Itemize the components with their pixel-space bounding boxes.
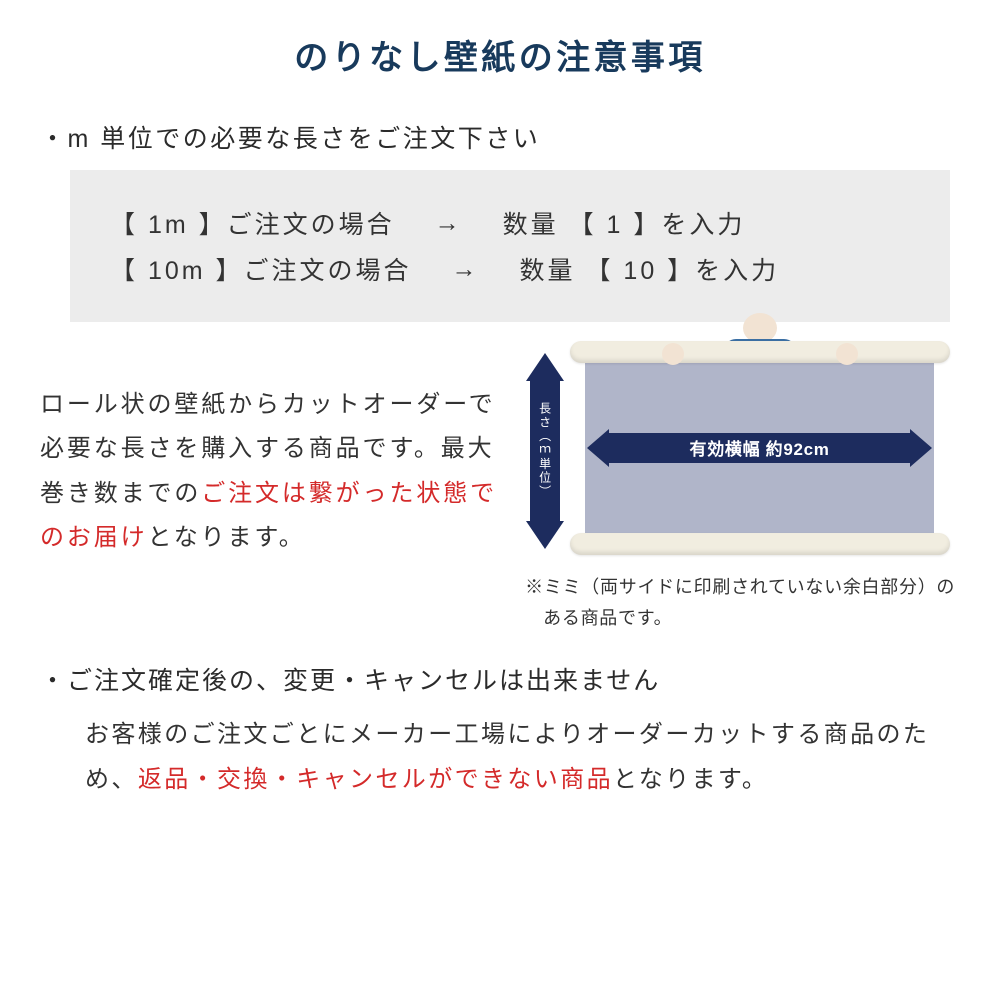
example-1-left: 【 1m 】ご注文の場合 [110, 205, 395, 241]
no-return-text: お客様のご注文ごとにメーカー工場によりオーダーカットする商品のため、返品・交換・… [40, 713, 960, 802]
example-1-right: 数量 【 1 】を入力 [503, 205, 746, 241]
length-arrow-icon: 長さ（ｍ単位） [526, 343, 564, 558]
body-red: 返品・交換・キャンセルができない商品 [138, 766, 613, 793]
bullet-no-cancel: ・ご注文確定後の、変更・キャンセルは出来ません [40, 661, 960, 697]
cut-order-description: ロール状の壁紙からカットオーダーで必要な長さを購入する商品です。最大巻き数までの… [40, 337, 507, 561]
example-2-right: 数量 【 10 】を入力 [520, 251, 780, 287]
diagram-holder: 長さ（ｍ単位） 有効横幅 約92cm [526, 337, 950, 558]
mimi-note: ※ミミ（両サイドに印刷されていない余白部分）のある商品です。 [515, 572, 960, 633]
wallpaper-sheet: 有効横幅 約92cm [585, 363, 935, 533]
desc-part2: となります。 [148, 524, 306, 551]
body-part2: となります。 [613, 766, 768, 793]
bullet-order-unit: ・m 単位での必要な長さをご注文下さい [40, 119, 960, 155]
wallpaper-illustration: 有効横幅 約92cm [570, 341, 950, 555]
width-arrow-icon: 有効横幅 約92cm [609, 433, 910, 463]
width-label: 有効横幅 約92cm [690, 435, 830, 460]
hand-left-icon [662, 343, 684, 365]
example-row-1: 【 1m 】ご注文の場合 → 数量 【 1 】を入力 [110, 205, 910, 241]
example-row-2: 【 10m 】ご注文の場合 → 数量 【 10 】を入力 [110, 251, 910, 287]
arrow-icon: → [452, 255, 480, 284]
length-label: 長さ（ｍ単位） [539, 402, 551, 499]
example-2-left: 【 10m 】ご注文の場合 [110, 251, 412, 287]
roll-bottom-icon [570, 533, 950, 555]
hand-right-icon [836, 343, 858, 365]
arrow-icon: → [435, 209, 463, 238]
roll-top-icon [570, 341, 950, 363]
wallpaper-diagram: 長さ（ｍ単位） 有効横幅 約92cm ※ミミ（両サイドに印刷されていない余白部分… [515, 337, 960, 633]
page-title: のりなし壁紙の注意事項 [40, 30, 960, 79]
description-section: ロール状の壁紙からカットオーダーで必要な長さを購入する商品です。最大巻き数までの… [40, 337, 960, 633]
quantity-example-box: 【 1m 】ご注文の場合 → 数量 【 1 】を入力 【 10m 】ご注文の場合… [70, 170, 950, 322]
